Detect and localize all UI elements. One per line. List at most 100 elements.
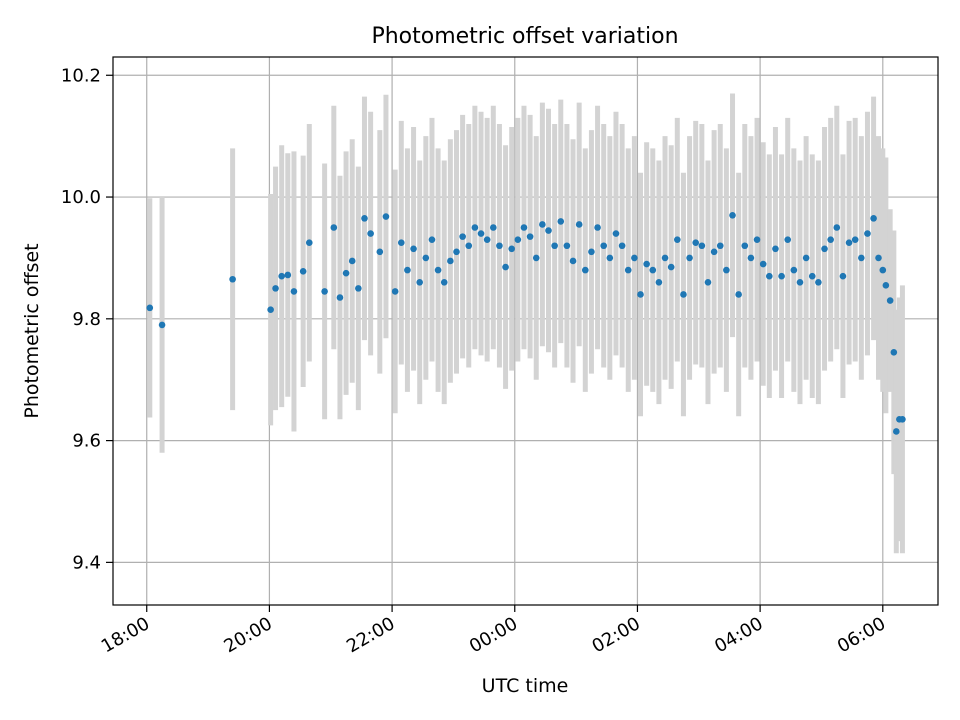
data-point: [416, 278, 423, 286]
data-point: [471, 224, 479, 231]
data-point: [624, 266, 632, 274]
data-point: [766, 272, 773, 280]
data-point: [532, 254, 540, 262]
data-point: [520, 224, 528, 231]
data-point: [879, 266, 887, 274]
data-point: [674, 236, 681, 243]
data-point: [692, 239, 700, 247]
data-point: [336, 294, 344, 301]
data-point: [882, 282, 890, 289]
data-point: [827, 236, 834, 243]
data-point: [594, 224, 601, 231]
data-point: [539, 221, 546, 228]
data-point: [637, 291, 644, 298]
plot-frame: [112, 56, 939, 606]
data-point: [833, 224, 841, 231]
data-point: [453, 248, 460, 256]
data-point: [845, 239, 853, 247]
data-point: [821, 245, 828, 253]
data-point: [892, 428, 900, 435]
data-point: [759, 260, 767, 268]
data-point: [618, 242, 626, 250]
y-tick-label: 9.8: [72, 309, 101, 330]
data-point: [158, 321, 166, 329]
data-point: [886, 297, 894, 304]
data-point: [864, 230, 871, 237]
data-point: [582, 266, 589, 274]
data-point: [784, 236, 792, 243]
data-point: [382, 213, 390, 220]
data-point: [729, 212, 736, 219]
data-point: [284, 271, 292, 279]
data-point: [723, 266, 730, 274]
data-point: [575, 221, 583, 228]
data-point: [753, 236, 761, 243]
data-point: [631, 254, 638, 262]
data-point: [655, 278, 663, 286]
data-point: [459, 233, 466, 240]
data-point: [434, 266, 442, 274]
data-point: [606, 254, 614, 262]
data-point: [808, 272, 816, 280]
data-point: [790, 266, 798, 274]
data-point: [612, 230, 620, 237]
x-axis-label: UTC time: [482, 675, 569, 697]
data-point: [502, 263, 509, 271]
data-point: [858, 254, 865, 262]
data-point: [735, 291, 742, 298]
data-point: [361, 215, 368, 222]
data-point: [839, 272, 847, 280]
y-tick-label: 10.2: [61, 65, 101, 86]
data-point: [465, 242, 473, 250]
data-point: [815, 278, 822, 286]
y-tick-label: 10.0: [61, 187, 101, 208]
data-point: [290, 288, 298, 295]
data-point: [649, 266, 657, 274]
data-point: [569, 257, 577, 265]
y-axis-label: Photometric offset: [21, 243, 43, 418]
data-point: [747, 254, 755, 262]
data-point: [557, 218, 565, 225]
data-point: [278, 272, 285, 280]
data-point: [600, 242, 608, 250]
data-points: [146, 212, 906, 435]
data-point: [397, 239, 405, 247]
data-point: [890, 349, 898, 356]
data-point: [698, 242, 706, 250]
data-point: [588, 248, 595, 256]
data-point: [330, 224, 338, 231]
data-point: [643, 260, 650, 268]
data-point: [680, 291, 687, 298]
data-point: [545, 227, 552, 234]
data-point: [661, 254, 669, 262]
y-tick-label: 9.4: [72, 552, 101, 573]
data-point: [514, 236, 522, 243]
data-point: [376, 248, 384, 256]
data-point: [875, 254, 882, 262]
data-point: [342, 269, 350, 277]
y-tick-label: 9.6: [72, 431, 101, 452]
data-point: [778, 272, 785, 280]
data-point: [305, 239, 313, 247]
data-point: [899, 415, 906, 423]
data-point: [299, 268, 307, 275]
data-point: [391, 288, 399, 295]
data-point: [483, 236, 491, 243]
data-point: [404, 266, 411, 274]
data-point: [796, 278, 804, 286]
data-point: [348, 257, 356, 265]
data-point: [428, 236, 436, 243]
data-point: [563, 242, 571, 250]
data-point: [477, 230, 485, 237]
data-point: [851, 236, 859, 243]
data-point: [410, 245, 417, 253]
y-axis: 9.4 9.6 9.8 10.0 10.2: [61, 65, 113, 573]
data-point: [716, 242, 724, 250]
data-point: [146, 304, 154, 312]
data-point: [802, 254, 810, 262]
data-point: [422, 254, 430, 262]
data-point: [551, 242, 558, 250]
data-point: [272, 285, 279, 292]
data-point: [526, 233, 534, 240]
